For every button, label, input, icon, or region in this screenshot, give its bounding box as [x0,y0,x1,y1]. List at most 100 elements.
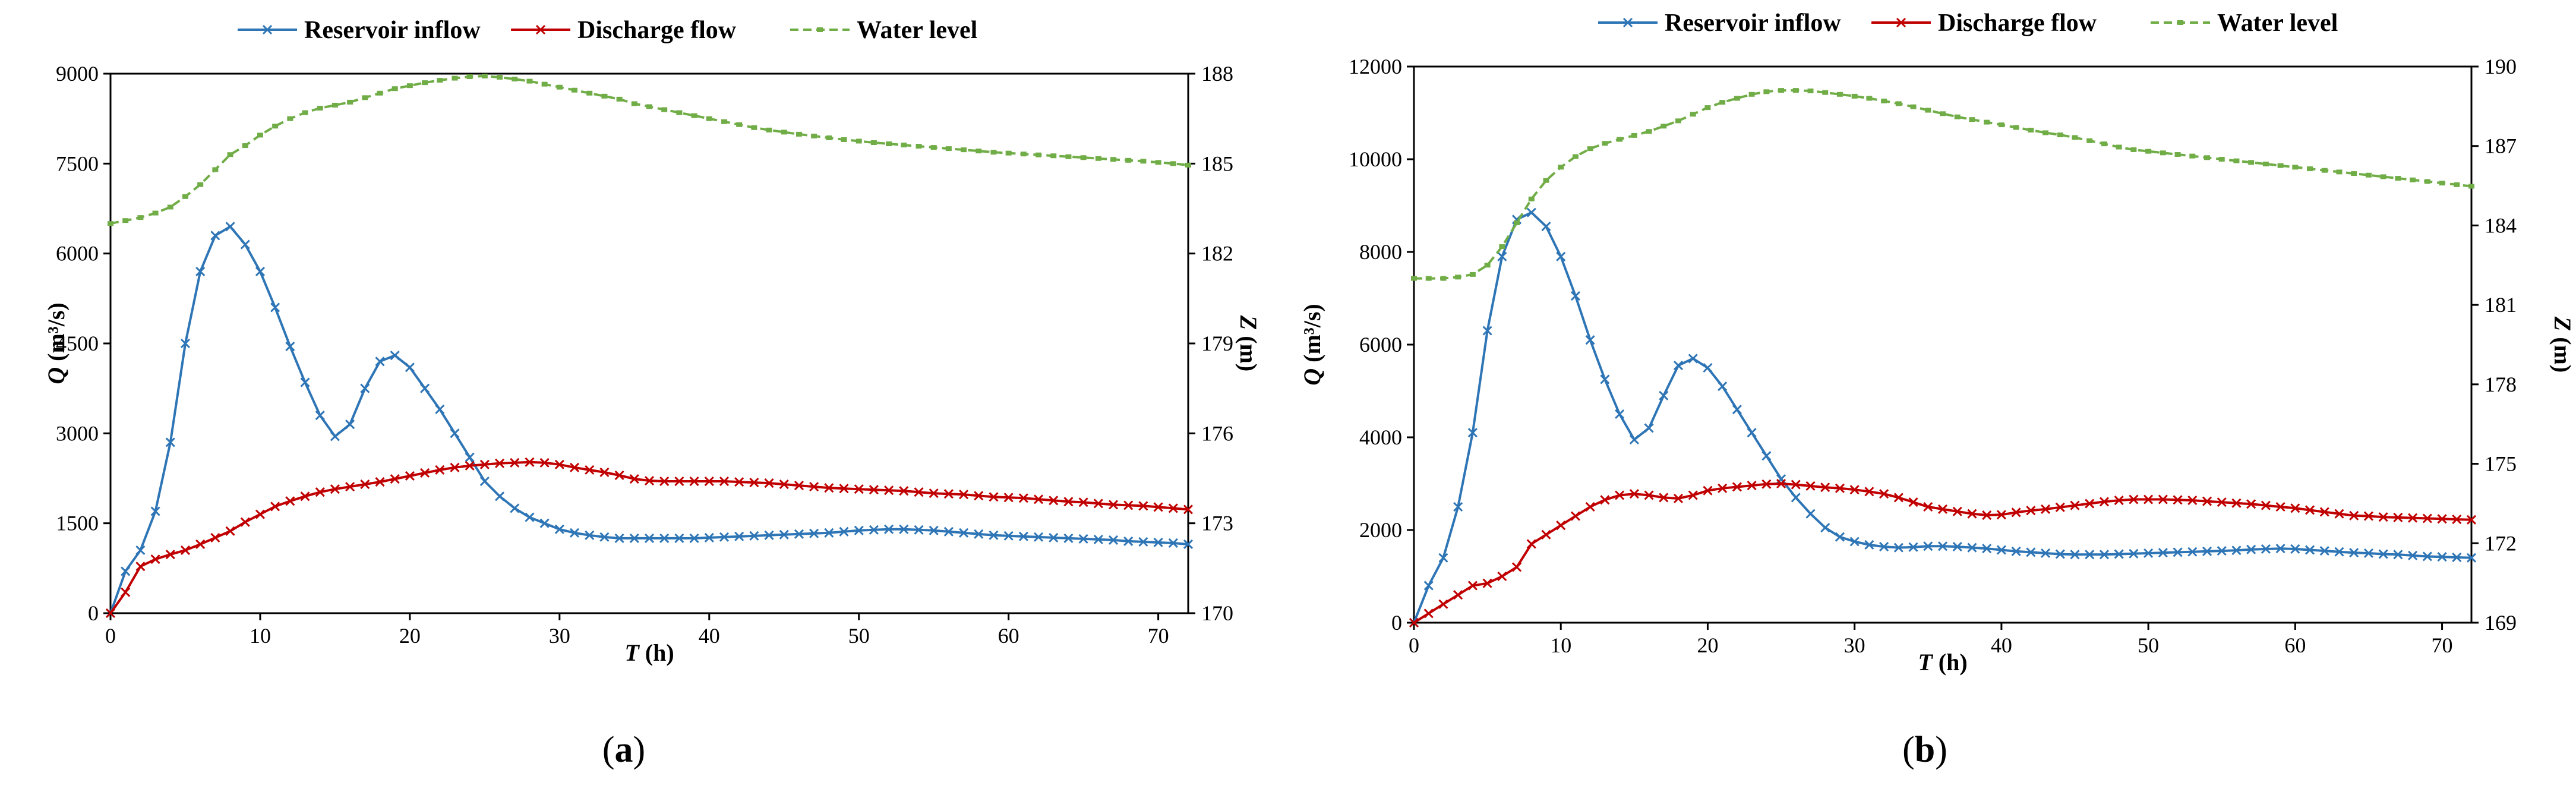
data-point-marker [2043,130,2049,135]
data-point-marker [674,476,684,487]
x-tick-label: 10 [1550,633,1571,657]
data-point-marker [1937,504,1948,514]
data-point-marker [2292,165,2299,170]
data-point-marker [1747,428,1757,438]
data-point-marker [377,90,383,96]
data-point-marker [452,75,458,81]
data-point-marker [1168,538,1178,548]
data-point-marker [691,113,697,118]
data-point-marker [240,239,250,250]
x-tick-label: 50 [848,624,870,648]
legend-label: Reservoir inflow [1665,10,1841,37]
data-point-marker [152,210,159,216]
data-point-marker [497,75,503,80]
data-point-marker [899,486,909,496]
data-point-marker [2452,514,2462,525]
data-point-marker [855,138,862,144]
y-right-tick-label: 184 [2485,213,2517,237]
series-discharge-flow [1409,478,2477,628]
data-point-marker [569,462,580,472]
data-point-marker [572,87,578,93]
data-point-marker [1718,381,1728,392]
data-point-marker [240,517,250,527]
x-tick-label: 10 [250,624,271,648]
data-point-marker [2319,546,2329,556]
data-point-marker [2231,545,2242,556]
data-point-marker [285,341,295,352]
data-point-marker [2422,513,2432,523]
data-point-marker [1719,100,1726,105]
data-point-marker [659,533,670,543]
data-point-marker [2173,495,2183,505]
y-left-tick-label: 0 [1391,611,1402,635]
data-point-marker [2466,553,2477,563]
data-point-marker [210,532,220,542]
x-tick-label: 20 [1697,633,1718,657]
data-point-marker [1673,361,1684,371]
data-point-marker [2040,548,2051,559]
data-point-marker [817,27,823,32]
series-water-level [1411,88,2474,281]
data-point-marker [1514,220,1520,225]
data-point-marker [2101,141,2107,147]
data-point-marker [2275,544,2285,554]
data-point-marker [1851,93,1858,99]
data-point-marker [1153,537,1163,548]
data-point-marker [479,476,490,487]
data-point-marker [255,266,266,276]
data-point-marker [764,478,774,488]
data-point-marker [539,518,550,528]
data-point-marker [1183,539,1194,550]
data-point-marker [466,74,473,80]
data-point-marker [2129,494,2139,504]
data-point-marker [2174,152,2181,157]
data-point-marker [1482,326,1492,336]
data-point-marker [2466,515,2477,525]
data-point-marker [1033,532,1044,542]
data-point-marker [1629,489,1639,499]
data-point-marker [1644,423,1654,433]
data-point-marker [2099,550,2110,560]
data-point-marker [1078,497,1088,507]
data-point-marker [751,125,757,130]
data-point-marker [2468,184,2474,189]
x-tick-label: 0 [1409,633,1419,657]
data-point-marker [535,24,546,35]
data-point-marker [257,132,263,138]
y-right-axis-label: Z (m) [1235,315,1262,371]
data-point-marker [929,525,939,535]
data-point-marker [1864,540,1874,550]
data-point-marker [225,222,235,232]
data-point-marker [2217,546,2227,556]
y-left-tick-label: 9000 [56,62,99,86]
data-point-marker [2143,494,2154,504]
series-line [1414,89,2472,280]
data-point-marker [616,96,623,102]
data-point-marker [1003,531,1014,541]
panel-b: 0 10 20 30 40 50 60 70 0 2000 4000 6000 8000 10000 120… [1299,10,2576,770]
data-point-marker [420,383,430,393]
data-point-marker [629,533,639,543]
data-point-marker [1570,291,1581,301]
data-point-marker [2145,149,2152,154]
data-point-marker [2177,20,2183,25]
plot-frame [1413,65,2473,624]
data-point-marker [1805,509,1816,519]
data-point-marker [270,302,280,313]
series-discharge-flow [105,457,1194,619]
data-point-marker [1615,490,1625,500]
data-point-marker [1631,132,1637,138]
data-point-marker [525,512,535,522]
data-point-marker [2261,544,2271,554]
data-point-marker [2363,548,2374,559]
data-point-marker [1718,483,1728,493]
data-point-marker [1807,89,1814,94]
data-point-marker [1499,244,1505,250]
data-point-marker [1168,503,1178,513]
data-point-marker [839,484,849,494]
data-point-marker [929,488,939,499]
data-point-marker [108,221,113,226]
legend-entry: Discharge flow [1871,10,2097,37]
data-point-marker [1453,590,1463,600]
